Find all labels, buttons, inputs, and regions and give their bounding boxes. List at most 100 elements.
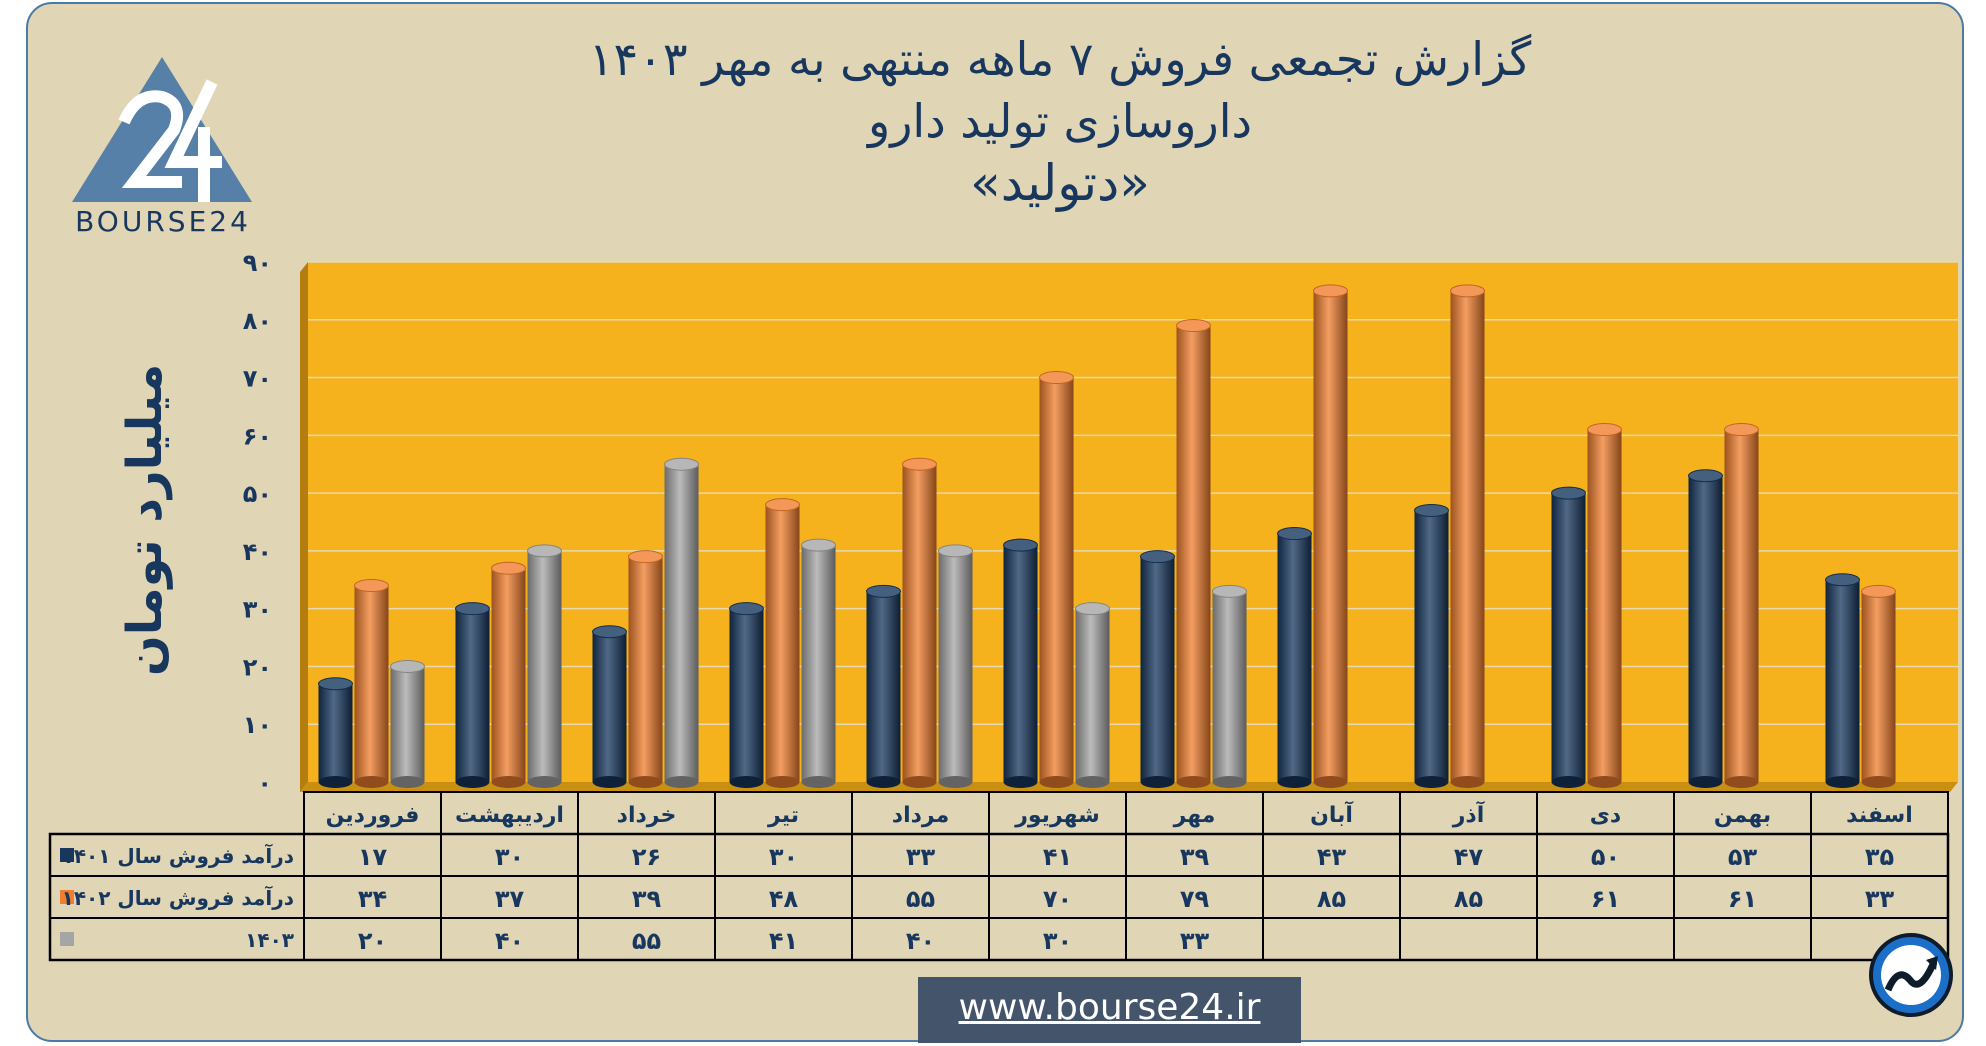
bar-base	[1587, 776, 1622, 788]
data-label: ۳۵	[1865, 843, 1894, 871]
bar-top	[1313, 284, 1348, 298]
bar-base	[1140, 776, 1175, 788]
data-label: ۵۵	[632, 927, 661, 955]
bar-base	[1277, 776, 1312, 788]
plot-floor	[300, 782, 1958, 792]
data-label: ۴۱	[1043, 843, 1072, 871]
bar-base	[1414, 776, 1449, 788]
x-tick-label: آبان	[1310, 800, 1353, 828]
title-line-3: «دتولید»	[970, 154, 1150, 212]
bar-base	[1450, 776, 1485, 788]
bar	[902, 464, 937, 782]
x-tick-label: دی	[1590, 803, 1621, 828]
x-tick-label: مرداد	[892, 803, 949, 828]
data-label: ۷۰	[1043, 885, 1072, 913]
legend-swatch	[60, 932, 74, 946]
data-label: ۴۰	[495, 927, 524, 955]
legend-swatch	[60, 890, 74, 904]
bar-top	[1450, 284, 1485, 298]
legend-swatch	[60, 848, 74, 862]
bar-base	[592, 776, 627, 788]
x-tick-label: فروردین	[326, 803, 420, 828]
bar	[1075, 608, 1110, 782]
x-tick-label: شهریور	[1014, 803, 1100, 828]
bar	[390, 666, 425, 782]
x-tick-label: خرداد	[617, 803, 677, 828]
bar-base	[628, 776, 663, 788]
data-label: ۳۳	[906, 843, 936, 871]
bar	[592, 631, 627, 782]
bar-top	[527, 544, 562, 558]
x-tick-label: آذر	[1452, 800, 1485, 828]
bar-base	[1039, 776, 1074, 788]
bar-top	[1688, 469, 1723, 483]
y-tick-label: ۴۰	[243, 538, 272, 566]
bar-base	[902, 776, 937, 788]
bar-top	[1003, 538, 1038, 552]
bar-base	[1212, 776, 1247, 788]
table-body-frame	[48, 832, 1950, 962]
y-tick-label: ۸۰	[243, 307, 272, 335]
bar-top	[1277, 527, 1312, 541]
bar-top	[902, 457, 937, 471]
bar-base	[1176, 776, 1211, 788]
bar	[1313, 290, 1348, 782]
bar-base	[801, 776, 836, 788]
data-label: ۶۱	[1591, 885, 1620, 913]
y-tick-label: ۹۰	[243, 249, 272, 277]
y-tick-label: ۰	[257, 769, 272, 797]
x-tick-label: اسفند	[1846, 803, 1913, 828]
chart-title: گزارش تجمعی فروش ۷ ماهه منتهی به مهر ۱۴۰…	[560, 28, 1560, 214]
data-label: ۵۳	[1728, 843, 1758, 871]
bar	[1277, 533, 1312, 782]
title-line-1: گزارش تجمعی فروش ۷ ماهه منتهی به مهر ۱۴۰…	[588, 32, 1532, 86]
x-tick-label: مهر	[1173, 803, 1216, 828]
x-tick-label: تیر	[767, 803, 799, 828]
y-tick-label: ۱۰	[243, 711, 272, 739]
bar-top	[765, 498, 800, 512]
data-label: ۴۳	[1317, 843, 1347, 871]
trend-arrow-icon[interactable]	[1868, 932, 1954, 1018]
bar-base	[938, 776, 973, 788]
data-label: ۴۷	[1454, 843, 1484, 871]
bar-top	[729, 602, 764, 616]
data-label: ۳۰	[495, 843, 524, 871]
logo-text: BOURSE24	[75, 205, 251, 238]
bar-base	[729, 776, 764, 788]
bar-top	[866, 584, 901, 598]
bar-top	[592, 625, 627, 639]
bar	[1003, 545, 1038, 782]
data-label: ۳۹	[1180, 843, 1210, 871]
data-label: ۴۱	[769, 927, 798, 955]
bar-top	[1587, 423, 1622, 437]
bar-top	[455, 602, 490, 616]
data-label: ۳۷	[495, 885, 525, 913]
data-label: ۲۰	[358, 927, 387, 955]
bar	[527, 550, 562, 782]
bar-top	[491, 561, 526, 575]
plot-side-wall	[300, 262, 308, 792]
bar	[1414, 510, 1449, 782]
website-url-link[interactable]: www.bourse24.ir	[918, 977, 1301, 1043]
bar	[628, 556, 663, 782]
x-tick-label: بهمن	[1714, 803, 1771, 828]
bar	[729, 608, 764, 782]
bar-top	[628, 550, 663, 564]
bar-base	[527, 776, 562, 788]
bar-base	[318, 776, 353, 788]
legend-label: ۱۴۰۳	[245, 928, 294, 952]
bar	[765, 504, 800, 782]
legend-label: درآمد فروش سال ۱۴۰۲	[62, 885, 294, 910]
data-label: ۴۸	[769, 885, 799, 913]
bar	[1688, 475, 1723, 782]
bar-base	[1551, 776, 1586, 788]
x-tick-label: اردیبهشت	[455, 803, 564, 828]
bar-base	[455, 776, 490, 788]
bar-top	[1724, 423, 1759, 437]
bar-top	[354, 579, 389, 593]
bar-top	[1212, 584, 1247, 598]
data-label: ۳۹	[632, 885, 662, 913]
data-label: ۶۱	[1728, 885, 1757, 913]
y-tick-label: ۶۰	[243, 422, 272, 450]
